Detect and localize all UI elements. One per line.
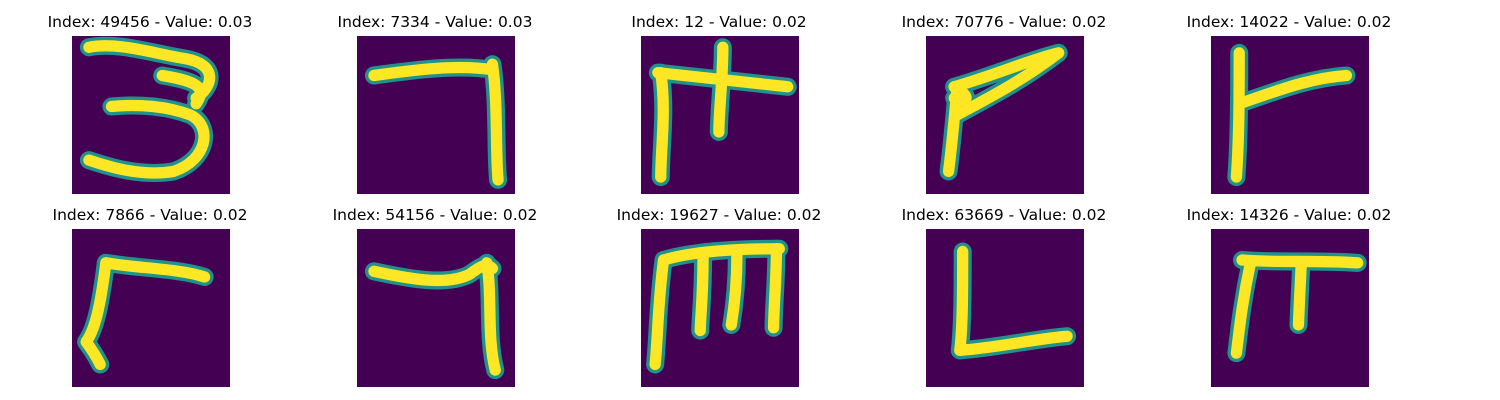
stroke-core <box>100 257 211 283</box>
digit-image <box>357 229 515 387</box>
stroke-core <box>481 257 501 376</box>
digit-image <box>1211 229 1369 387</box>
digit-image <box>1211 36 1369 194</box>
stroke-core <box>951 47 1065 121</box>
digit-image <box>926 229 1084 387</box>
stroke-core <box>767 243 783 334</box>
digit-image <box>72 36 230 194</box>
stroke-core <box>713 41 729 138</box>
stroke-core <box>83 99 210 179</box>
panel-2: Index: 7334 - Value: 0.03 <box>285 12 585 202</box>
stroke-core <box>694 251 709 337</box>
panel-5: Index: 14022 - Value: 0.02 <box>1139 12 1439 202</box>
digit-image <box>641 229 799 387</box>
panel-title: Index: 54156 - Value: 0.02 <box>332 206 538 224</box>
stroke-core <box>657 243 785 266</box>
panel-8: Index: 19627 - Value: 0.02 <box>569 205 869 395</box>
stroke-core <box>368 61 499 82</box>
stroke-core <box>1230 47 1245 183</box>
image-background <box>926 229 1084 387</box>
stroke-core <box>156 69 206 110</box>
panel-7: Index: 54156 - Value: 0.02 <box>285 205 585 395</box>
digit-image <box>357 36 515 194</box>
panel-3: Index: 12 - Value: 0.02 <box>569 12 869 202</box>
panel-6: Index: 7866 - Value: 0.02 <box>0 205 300 395</box>
panel-title: Index: 70776 - Value: 0.02 <box>901 13 1107 31</box>
panel-4: Index: 70776 - Value: 0.02 <box>854 12 1154 202</box>
panel-title: Index: 63669 - Value: 0.02 <box>901 206 1107 224</box>
stroke-core <box>649 254 670 371</box>
stroke-core <box>954 330 1073 356</box>
stroke-core <box>655 67 669 183</box>
digit-image <box>72 229 230 387</box>
panel-title: Index: 14326 - Value: 0.02 <box>1186 206 1392 224</box>
panel-title: Index: 12 - Value: 0.02 <box>631 13 807 31</box>
panel-9: Index: 63669 - Value: 0.02 <box>854 205 1154 395</box>
stroke-core <box>1233 69 1353 110</box>
digit-image <box>641 36 799 194</box>
stroke-core <box>80 257 112 371</box>
stroke-core <box>1230 257 1257 359</box>
stroke-core <box>942 81 963 178</box>
stroke-core <box>1292 257 1307 331</box>
digit-image <box>926 36 1084 194</box>
panel-10: Index: 14326 - Value: 0.02 <box>1139 205 1439 395</box>
panel-title: Index: 7334 - Value: 0.03 <box>337 13 533 31</box>
stroke-core <box>954 245 969 356</box>
stroke-core <box>725 248 743 331</box>
panel-1: Index: 49456 - Value: 0.03 <box>0 12 300 202</box>
panel-title: Index: 14022 - Value: 0.02 <box>1186 13 1392 31</box>
panel-title: Index: 7866 - Value: 0.02 <box>52 206 248 224</box>
stroke-core <box>486 58 504 186</box>
panel-title: Index: 19627 - Value: 0.02 <box>616 206 822 224</box>
stroke-core <box>83 40 216 104</box>
panel-title: Index: 49456 - Value: 0.03 <box>47 13 253 31</box>
